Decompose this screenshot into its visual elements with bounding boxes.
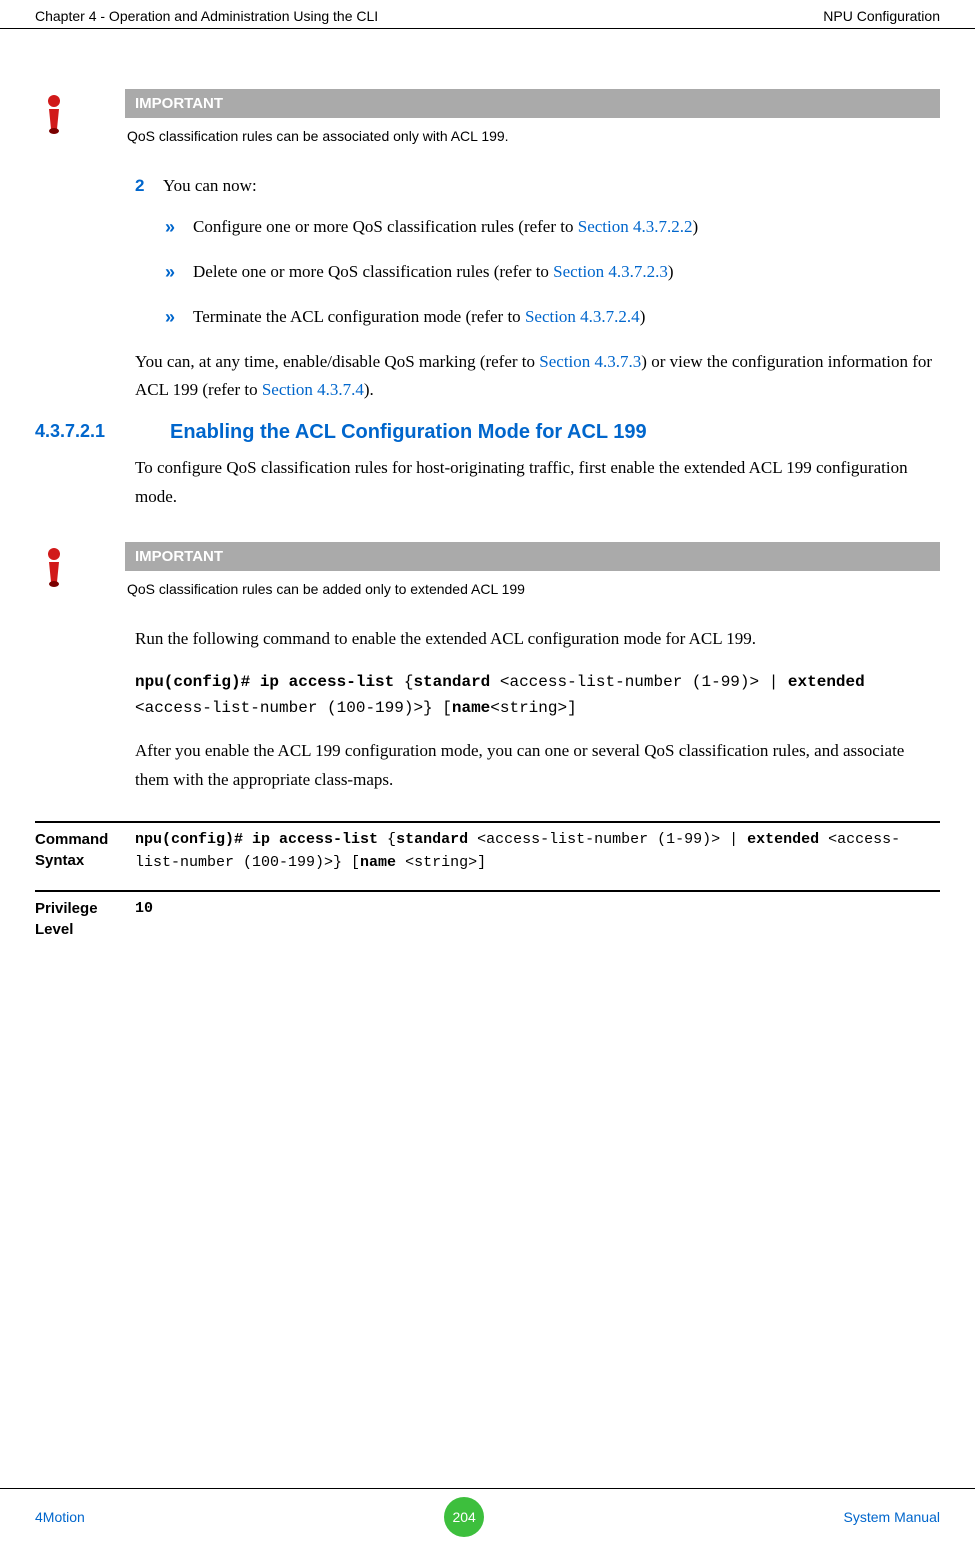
step-number: 2 <box>135 172 163 199</box>
section-link[interactable]: Section 4.3.7.4 <box>262 380 364 399</box>
section-body-2: Run the following command to enable the … <box>135 625 940 795</box>
syntax-label: Command Syntax <box>35 829 135 874</box>
cmd-part: <access-list-number (1-99)> | <box>468 831 747 848</box>
cmd-part: npu(config)# ip access-list <box>135 673 394 691</box>
header-right: NPU Configuration <box>823 8 940 24</box>
privilege-label: Privilege Level <box>35 898 135 940</box>
bullet-2: » Delete one or more QoS classification … <box>165 258 940 287</box>
cmd-part: npu(config)# ip access-list <box>135 831 378 848</box>
bullet-post: ) <box>693 217 699 236</box>
cmd-part: name <box>452 699 490 717</box>
chevron-icon: » <box>165 303 193 332</box>
bullet-pre: Delete one or more QoS classification ru… <box>193 262 553 281</box>
cmd-part: <access-list-number (1-99)> | <box>490 673 788 691</box>
bullet-1: » Configure one or more QoS classificati… <box>165 213 940 242</box>
page-content: IMPORTANT QoS classification rules can b… <box>0 29 975 956</box>
privilege-value: 10 <box>135 898 940 940</box>
step-2: 2 You can now: <box>135 172 940 199</box>
page-header: Chapter 4 - Operation and Administration… <box>0 0 975 29</box>
syntax-value: npu(config)# ip access-list {standard <a… <box>135 829 940 874</box>
bullet-post: ) <box>640 307 646 326</box>
chevron-icon: » <box>165 258 193 287</box>
cmd-part: standard <box>413 673 490 691</box>
cmd-part: standard <box>396 831 468 848</box>
section-number: 4.3.7.2.1 <box>35 421 170 444</box>
header-left: Chapter 4 - Operation and Administration… <box>35 8 378 24</box>
cmd-part: <access-list-number (100-199)>} [ <box>135 699 452 717</box>
privilege-level-row: Privilege Level 10 <box>35 890 940 956</box>
important-header: IMPORTANT <box>125 89 940 118</box>
command-example: npu(config)# ip access-list {standard <a… <box>135 670 940 721</box>
bullet-text: Configure one or more QoS classification… <box>193 213 698 242</box>
important-block-2: IMPORTANT QoS classification rules can b… <box>35 542 940 607</box>
paragraph-3: Run the following command to enable the … <box>135 625 940 654</box>
cmd-part: extended <box>747 831 819 848</box>
page-number-badge: 204 <box>444 1497 484 1537</box>
cmd-part: <string>] <box>490 699 576 717</box>
para-post: ). <box>364 380 374 399</box>
section-link[interactable]: Section 4.3.7.2.2 <box>578 217 693 236</box>
bullet-pre: Terminate the ACL configuration mode (re… <box>193 307 525 326</box>
important-icon <box>35 89 75 154</box>
section-body: To configure QoS classification rules fo… <box>135 454 940 512</box>
section-link[interactable]: Section 4.3.7.3 <box>539 352 641 371</box>
footer-left: 4Motion <box>35 1509 85 1525</box>
paragraph-4: After you enable the ACL 199 configurati… <box>135 737 940 795</box>
cmd-part: { <box>378 831 396 848</box>
cmd-part: <string>] <box>396 854 486 871</box>
bullet-text: Terminate the ACL configuration mode (re… <box>193 303 645 332</box>
important-icon <box>35 542 75 607</box>
important-content: IMPORTANT QoS classification rules can b… <box>125 542 940 607</box>
important-text: QoS classification rules can be associat… <box>125 118 940 154</box>
important-content: IMPORTANT QoS classification rules can b… <box>125 89 940 154</box>
bullet-3: » Terminate the ACL configuration mode (… <box>165 303 940 332</box>
important-block-1: IMPORTANT QoS classification rules can b… <box>35 89 940 154</box>
cmd-part: { <box>394 673 413 691</box>
footer-right: System Manual <box>844 1509 940 1525</box>
main-body: 2 You can now: » Configure one or more Q… <box>135 172 940 405</box>
chevron-icon: » <box>165 213 193 242</box>
bullet-post: ) <box>668 262 674 281</box>
cmd-part: extended <box>788 673 865 691</box>
para-pre: You can, at any time, enable/disable QoS… <box>135 352 539 371</box>
section-heading: 4.3.7.2.1 Enabling the ACL Configuration… <box>35 421 940 444</box>
section-link[interactable]: Section 4.3.7.2.4 <box>525 307 640 326</box>
step-text: You can now: <box>163 172 257 199</box>
cmd-part: name <box>360 854 396 871</box>
bullet-text: Delete one or more QoS classification ru… <box>193 258 674 287</box>
important-header: IMPORTANT <box>125 542 940 571</box>
bullet-pre: Configure one or more QoS classification… <box>193 217 578 236</box>
section-link[interactable]: Section 4.3.7.2.3 <box>553 262 668 281</box>
important-text: QoS classification rules can be added on… <box>125 571 940 607</box>
command-syntax-row: Command Syntax npu(config)# ip access-li… <box>35 821 940 890</box>
section-title: Enabling the ACL Configuration Mode for … <box>170 421 647 444</box>
paragraph-2: To configure QoS classification rules fo… <box>135 454 940 512</box>
page-footer: 4Motion 204 System Manual <box>0 1488 975 1545</box>
paragraph-1: You can, at any time, enable/disable QoS… <box>135 348 940 406</box>
command-table: Command Syntax npu(config)# ip access-li… <box>35 821 940 956</box>
